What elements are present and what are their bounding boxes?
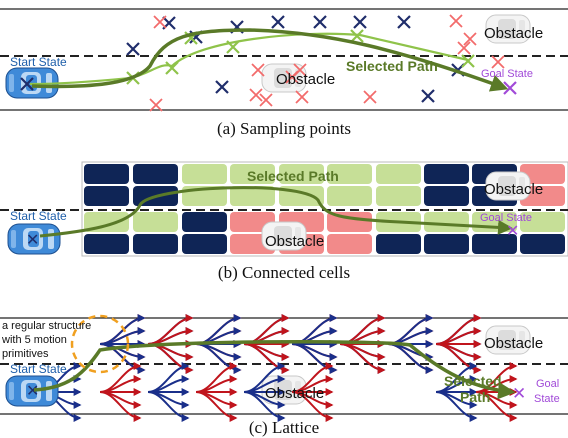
infeasible-sample-icon xyxy=(491,55,505,69)
start-state-label: Start State xyxy=(10,55,67,69)
free-cell xyxy=(327,164,372,184)
selected-path-label: Path xyxy=(460,389,490,405)
selected-path-line xyxy=(31,28,509,92)
start-state-label: Start State xyxy=(10,209,67,223)
feasible-sample-icon xyxy=(353,15,367,29)
feasible-sample-icon xyxy=(397,15,411,29)
infeasible-sample-icon xyxy=(251,63,265,77)
grid-border xyxy=(81,161,568,257)
selected-path-line xyxy=(33,339,516,400)
occupied-cell xyxy=(424,164,469,184)
primitive-annotation: primitives xyxy=(2,348,49,360)
free-cell xyxy=(520,212,565,232)
free-cell xyxy=(133,212,178,232)
primitive-highlight-circle xyxy=(70,314,130,374)
selected-sample-icon xyxy=(350,29,364,43)
primitive-annotation: a regular structure xyxy=(2,320,91,332)
motion-primitive xyxy=(147,391,190,422)
obstacle-label: Obstacle xyxy=(484,25,543,42)
infeasible-sample-icon xyxy=(259,93,273,107)
free-cell xyxy=(376,186,421,206)
occupied-cell xyxy=(424,234,469,254)
obstacle-label: Obstacle xyxy=(484,335,543,352)
free-cell xyxy=(230,186,275,206)
infeasible-sample-icon xyxy=(457,41,471,55)
goal-state-label: Goal State xyxy=(480,212,532,224)
selected-sample-icon xyxy=(461,54,475,68)
free-cell xyxy=(376,164,421,184)
infeasible-sample-icon xyxy=(249,88,263,102)
occupied-cell xyxy=(133,234,178,254)
occupied-cell xyxy=(84,186,129,206)
infeasible-cell xyxy=(520,164,565,184)
free-cell xyxy=(327,186,372,206)
selected-path-line xyxy=(39,186,513,238)
selected-path-label: Selected Path xyxy=(346,58,438,74)
infeasible-cell xyxy=(520,186,565,206)
motion-primitive xyxy=(435,391,478,422)
selected-path-label: Selected Path xyxy=(247,168,339,184)
feasible-sample-icon xyxy=(313,15,327,29)
occupied-cell xyxy=(84,234,129,254)
occupied-cell xyxy=(472,234,517,254)
goal-state-label: Goal xyxy=(536,378,559,390)
caption-c: (c) Lattice xyxy=(249,418,319,437)
start-marker: ✕ xyxy=(26,232,39,249)
sample-connection xyxy=(29,32,469,86)
feasible-sample-icon xyxy=(421,89,435,103)
occupied-cell xyxy=(520,234,565,254)
feasible-sample-icon xyxy=(126,42,140,56)
goal-marker: ✕ xyxy=(506,223,519,240)
start-state-label: Start State xyxy=(10,362,67,376)
panel-b-cells: ✕ ✕ Start State Obstacle Obstacle Select… xyxy=(0,161,568,282)
motion-primitive xyxy=(475,391,518,422)
occupied-cell xyxy=(182,212,227,232)
primitive-annotation: with 5 motion xyxy=(1,334,67,346)
obstacle-label: Obstacle xyxy=(276,71,335,88)
free-cell xyxy=(279,164,324,184)
occupied-cell xyxy=(84,164,129,184)
occupied-cell xyxy=(424,186,469,206)
panel-a-sampling: Start State Obstacle Obstacle Selected P… xyxy=(0,8,568,138)
goal-marker: ✕ xyxy=(512,384,526,403)
goal-state-label: State xyxy=(534,393,560,405)
motion-primitive xyxy=(243,391,286,422)
infeasible-sample-icon xyxy=(363,90,377,104)
caption-a: (a) Sampling points xyxy=(217,119,351,138)
sample-points xyxy=(20,14,517,112)
infeasible-sample-icon xyxy=(295,90,309,104)
infeasible-sample-icon xyxy=(285,70,299,84)
motion-primitive xyxy=(291,391,334,422)
panel-c-lattice: ✕ ✕ a regular structure with 5 motion pr… xyxy=(0,314,568,437)
infeasible-cell xyxy=(327,234,372,254)
infeasible-sample-icon xyxy=(463,32,477,46)
free-cell xyxy=(182,164,227,184)
selected-path-label: Selected xyxy=(444,373,502,389)
caption-b: (b) Connected cells xyxy=(218,263,350,282)
occupied-cell xyxy=(133,164,178,184)
goal-state-label: Goal State xyxy=(481,68,533,80)
cell-grid xyxy=(81,161,568,257)
obstacle-label: Obstacle xyxy=(484,181,543,198)
start-marker: ✕ xyxy=(26,383,39,400)
motion-primitive xyxy=(99,391,142,422)
motion-primitive xyxy=(339,343,386,374)
feasible-sample-icon xyxy=(20,77,34,91)
feasible-sample-icon xyxy=(215,80,229,94)
occupied-cell xyxy=(182,234,227,254)
infeasible-sample-icon xyxy=(449,14,463,28)
motion-primitive xyxy=(195,391,238,422)
free-cell xyxy=(230,164,275,184)
occupied-cell xyxy=(376,234,421,254)
infeasible-sample-icon xyxy=(153,15,167,29)
infeasible-sample-icon xyxy=(149,98,163,112)
obstacle-label: Obstacle xyxy=(265,233,324,250)
free-cell xyxy=(424,212,469,232)
goal-marker xyxy=(503,81,517,95)
feasible-sample-icon xyxy=(271,15,285,29)
obstacle-label: Obstacle xyxy=(265,385,324,402)
